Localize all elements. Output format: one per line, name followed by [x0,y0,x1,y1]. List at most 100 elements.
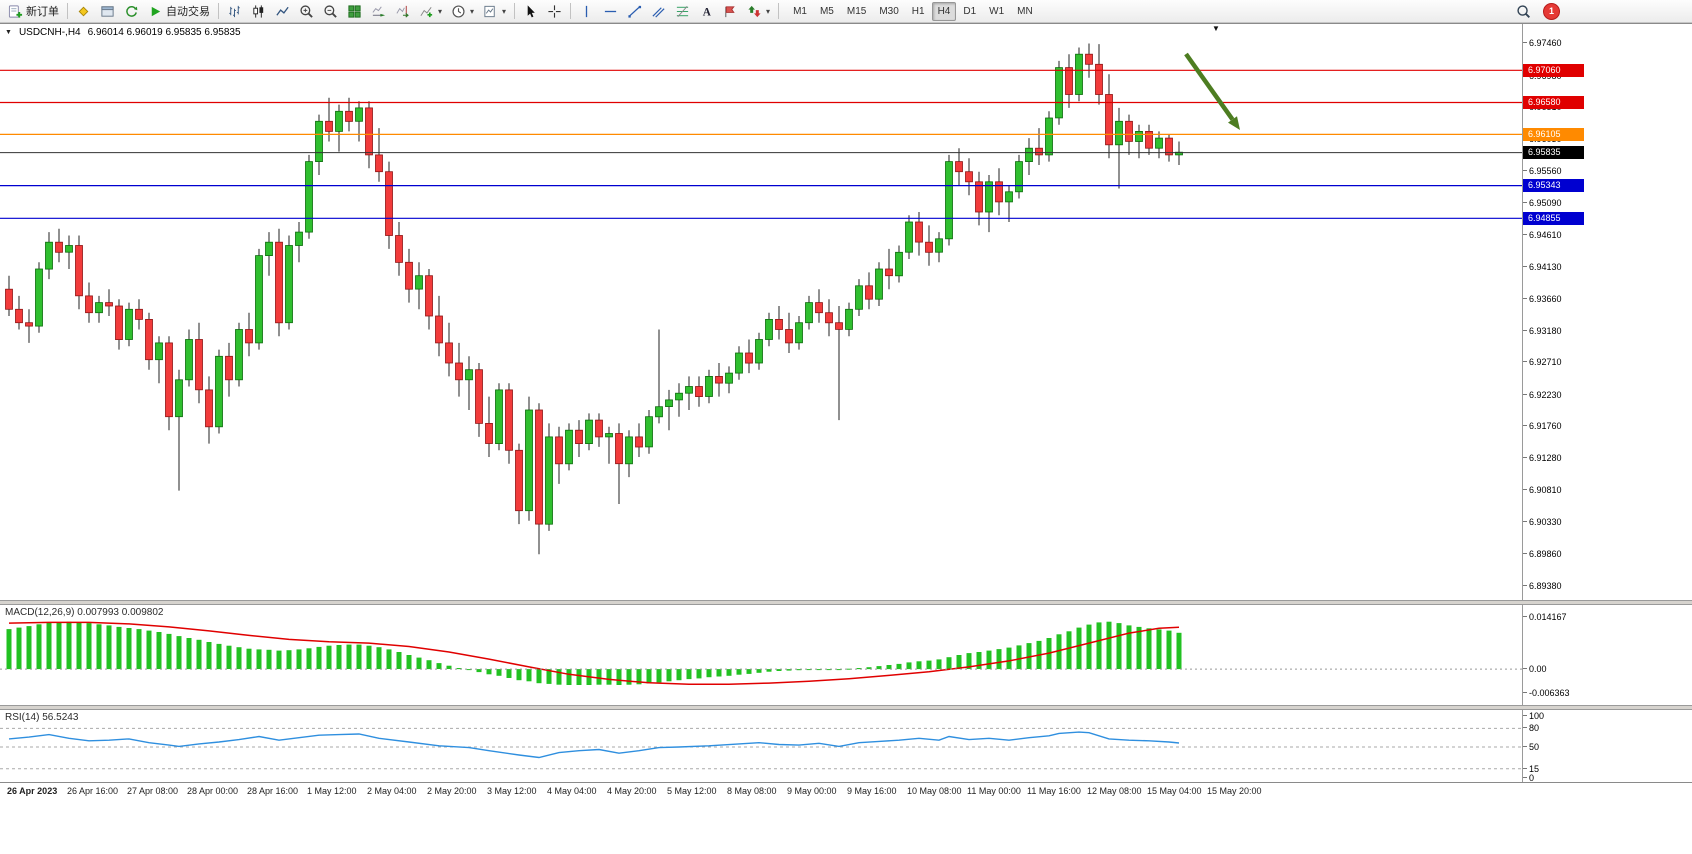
rsi-tick: 0 [1522,773,1535,782]
time-label: 9 May 00:00 [787,786,837,796]
toolbar-separator [778,3,780,19]
support-resistance-lines[interactable] [0,69,1522,219]
ohlc-quote-label: 6.96014 6.96019 6.95835 6.95835 [87,27,241,38]
timeframe-m15[interactable]: M15 [846,5,867,17]
chart-shift-marker[interactable]: ▼ [1212,24,1220,33]
dropdown-caret: ▾ [470,6,475,16]
panel-splitter[interactable] [0,600,1692,605]
fibonacci-icon [676,5,689,17]
time-axis[interactable]: 26 Apr 2023 26 Apr 16:00 27 Apr 08:00 28 Ap… [0,782,1692,800]
time-label: 9 May 16:00 [847,786,897,796]
price-line-badge: 6.94855 [1523,212,1584,225]
price-tick: 6.91280 [1523,453,1562,463]
rsi-levels [0,727,1522,770]
price-tick: 6.93180 [1523,326,1562,336]
zoom-out-icon [324,4,337,18]
macd-tick: 0.00 [1523,664,1547,674]
zoom-in-button[interactable] [295,1,318,22]
toolbar-separator [570,3,572,19]
dropdown-caret: ▾ [438,6,443,16]
line-chart-button[interactable] [271,1,294,22]
price-tick: 6.91760 [1523,421,1562,431]
arrows-tool-button[interactable]: ▾ [743,1,774,22]
bar-chart-icon [229,5,240,17]
price-tick: 6.92230 [1523,390,1562,400]
candlestick-chart-button[interactable] [247,1,270,22]
zoom-out-button[interactable] [319,1,342,22]
time-label: 2 May 20:00 [427,786,477,796]
timeframe-w1[interactable]: W1 [989,5,1005,17]
chart-window: ▼ USDCNH-,H4 6.96014 6.96019 6.95835 6.9… [0,23,1692,800]
cursor-button[interactable] [519,1,542,22]
tile-windows-icon [348,4,361,18]
macd-canvas[interactable] [0,605,1522,705]
fibonacci-button[interactable] [671,1,694,22]
timeframe-m1[interactable]: M1 [793,5,807,17]
horizontal-line-button[interactable] [599,1,622,22]
trend-arrow-annotation[interactable] [1184,52,1240,130]
one-click-collapse-icon[interactable]: ▼ [5,29,12,36]
axis-divider [1522,605,1523,705]
crosshair-button[interactable] [543,1,566,22]
search-icon [1517,4,1530,18]
time-label: 4 May 20:00 [607,786,657,796]
dropdown-caret: ▾ [502,6,507,16]
chart-shift-icon [396,5,409,17]
metaeditor-icon [78,6,89,16]
trendline-button[interactable] [623,1,646,22]
rsi-axis[interactable]: 100 80 50 15 0 [1522,710,1692,782]
price-tick: 6.97460 [1523,38,1562,48]
timeframe-h4[interactable]: H4 [931,1,957,21]
rsi-label: RSI(14) 56.5243 [5,712,79,723]
vertical-line-icon [585,5,588,17]
rsi-tick: 50 [1522,742,1540,752]
auto-scroll-button[interactable] [367,1,390,22]
chart-title: ▼ USDCNH-,H4 6.96014 6.96019 6.95835 6.9… [5,27,241,38]
new-order-button[interactable]: 新订单 [4,1,63,22]
cursor-icon [527,4,535,17]
refresh-button[interactable] [120,1,143,22]
macd-axis[interactable]: 0.014167 0.00 -0.006363 [1523,605,1692,705]
auto-scroll-icon [372,6,386,17]
panel-splitter[interactable] [0,705,1692,710]
timeframe-m30[interactable]: M30 [879,5,899,17]
toolbar-separator [514,3,516,19]
timeframe-d1[interactable]: D1 [963,5,977,17]
horizontal-line-icon [604,10,617,12]
time-label: 15 May 04:00 [1147,786,1202,796]
candlestick-chart-icon [253,4,264,18]
chart-shift-button[interactable] [391,1,414,22]
tile-windows-button[interactable] [343,1,366,22]
price-tick: 6.95090 [1523,198,1562,208]
text-tool-button[interactable]: A [695,1,718,22]
label-tool-button[interactable] [719,1,742,22]
autotrading-button[interactable]: 自动交易 [144,1,214,22]
metaeditor-button[interactable] [72,1,95,22]
label-flag-icon [725,5,735,17]
notification-badge[interactable]: 1 [1543,2,1560,20]
price-chart-canvas[interactable] [0,24,1522,600]
channel-button[interactable] [647,1,670,22]
search-button[interactable] [1512,1,1535,22]
templates-button[interactable]: ▾ [479,1,510,22]
periods-button[interactable]: ▾ [447,1,478,22]
timeframe-mn[interactable]: MN [1017,5,1033,17]
zoom-in-icon [300,4,313,18]
timeframe-h1[interactable]: H1 [911,5,925,17]
new-order-label: 新订单 [26,6,59,18]
price-line-badge: 6.95343 [1523,179,1584,192]
vertical-line-button[interactable] [575,1,598,22]
rsi-canvas[interactable] [0,710,1522,782]
dropdown-caret: ▾ [766,6,771,16]
price-tick: 6.92710 [1523,357,1562,367]
rsi-tick: 80 [1522,723,1540,733]
indicators-button[interactable]: ▾ [415,1,446,22]
price-tick: 6.94130 [1523,262,1562,272]
price-tick: 6.94610 [1523,230,1562,240]
price-axis[interactable]: 6.974606.969806.965106.960306.955606.950… [1523,24,1692,600]
time-label: 5 May 12:00 [667,786,717,796]
time-label: 3 May 12:00 [487,786,537,796]
timeframe-m5[interactable]: M5 [819,5,834,17]
data-window-button[interactable] [96,1,119,22]
bar-chart-button[interactable] [223,1,246,22]
